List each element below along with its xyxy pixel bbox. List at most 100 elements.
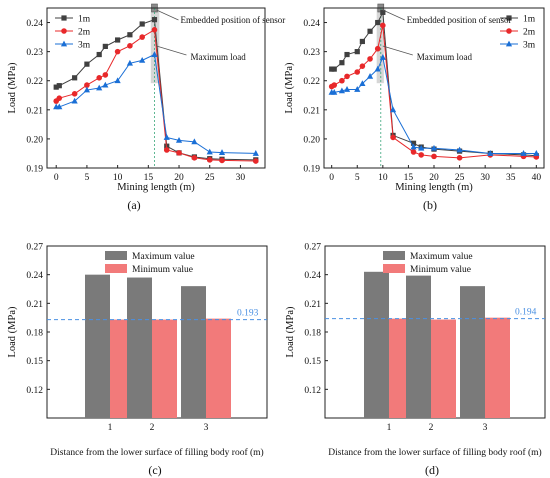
data-point: [410, 140, 417, 146]
x-axis-label: Mining length (m): [395, 182, 473, 193]
x-tick-label: 15: [404, 173, 414, 183]
data-point: [339, 77, 345, 84]
data-point: [389, 106, 397, 113]
bar-Maximum value: [181, 286, 206, 418]
legend-swatch: [383, 264, 405, 273]
data-point: [410, 149, 417, 155]
data-point: [354, 86, 361, 92]
data-point: [252, 158, 259, 164]
data-point: [176, 150, 182, 156]
data-point: [219, 157, 225, 164]
x-tick-label: 0: [329, 173, 334, 183]
plot-frame: [46, 7, 266, 169]
y-tick-label: 0.15: [26, 357, 43, 367]
y-tick-label: 0.21: [304, 300, 321, 310]
data-point: [331, 82, 338, 88]
y-axis-label: Load (MPa): [285, 306, 296, 358]
x-tick-label: 2: [429, 423, 434, 433]
x-tick-label: 5: [355, 173, 360, 183]
data-point: [487, 150, 494, 156]
data-point: [344, 73, 350, 80]
data-point: [151, 51, 158, 57]
y-tick-label: 0.23: [26, 48, 43, 58]
bar-Maximum value: [127, 277, 152, 418]
x-tick-label: 15: [144, 173, 154, 183]
series-line-3m: [331, 55, 537, 154]
y-axis-label: Load (MPa): [7, 306, 18, 358]
legend-label: 1m: [78, 15, 91, 25]
data-point: [375, 19, 381, 26]
x-tick-label: 25: [205, 173, 215, 183]
y-tick-label: 0.24: [304, 271, 321, 281]
x-tick-label: 20: [174, 173, 184, 183]
data-point: [339, 60, 345, 66]
y-tick-label: 0.12: [304, 386, 321, 396]
data-point: [83, 86, 91, 93]
legend-label: 2m: [78, 28, 91, 38]
series-line-3m: [56, 53, 256, 154]
data-point: [331, 66, 337, 72]
legend-marker: [506, 15, 512, 21]
data-point: [126, 59, 134, 66]
data-point: [102, 43, 108, 49]
data-point: [139, 21, 145, 27]
legend-marker: [506, 28, 512, 34]
data-point: [206, 148, 213, 155]
data-point: [115, 37, 121, 43]
panel-label: (b): [423, 198, 437, 212]
legend-swatch: [105, 264, 127, 273]
data-point: [56, 103, 63, 110]
data-point: [379, 54, 386, 60]
data-point: [127, 43, 133, 49]
x-tick-label: 1: [387, 423, 392, 433]
bar-Minimum value: [485, 317, 510, 418]
data-point: [53, 84, 59, 90]
data-point: [252, 150, 259, 156]
data-point: [72, 75, 78, 81]
data-point: [96, 51, 102, 58]
legend-swatch: [105, 251, 127, 260]
bar-Maximum value: [406, 275, 431, 418]
x-tick-label: 2: [150, 423, 155, 433]
x-tick-label: 3: [204, 423, 209, 433]
data-point: [354, 49, 360, 55]
data-point: [343, 86, 351, 92]
panel-d: 0.12 0.15 0.18 0.21 0.24 0.27 1 2 3 0.194 Distance…: [285, 243, 546, 477]
y-tick-label: 0.23: [303, 48, 320, 58]
reference-value-label: 0.193: [237, 309, 259, 319]
y-tick-label: 0.12: [26, 386, 43, 396]
data-point: [431, 153, 437, 160]
data-point: [380, 9, 386, 15]
data-point: [151, 17, 158, 23]
sensor-arrow: [156, 9, 179, 21]
data-point: [84, 61, 90, 67]
data-point: [344, 51, 350, 58]
reference-value-label: 0.194: [515, 308, 537, 318]
panel-label: (a): [127, 198, 140, 212]
series-line-2m: [55, 28, 256, 162]
data-point: [331, 88, 338, 95]
data-point: [533, 150, 540, 156]
data-point: [456, 146, 463, 153]
sensor-arrow: [382, 9, 405, 21]
legend-label: 1m: [523, 15, 536, 25]
legend-label: 2m: [523, 28, 536, 38]
y-tick-label: 0.21: [26, 106, 43, 116]
legend-label: 3m: [523, 41, 536, 51]
y-tick-label: 0.24: [26, 19, 43, 29]
bar-Minimum value: [152, 319, 177, 418]
x-axis-label: Distance from the lower surface of filli…: [328, 447, 541, 458]
data-point: [374, 45, 381, 52]
panel-c: 0.12 0.15 0.18 0.21 0.24 0.27 1 2 3 0.193 Distance…: [7, 243, 268, 477]
legend-label: Minimum value: [132, 265, 193, 275]
legend-marker: [61, 15, 67, 21]
bar-Maximum value: [460, 286, 485, 418]
legend-marker: [61, 28, 67, 34]
legend-marker: [505, 40, 513, 47]
data-point: [367, 56, 373, 62]
series-line-1m: [55, 18, 256, 161]
y-tick-label: 0.15: [304, 357, 321, 367]
data-point: [390, 134, 396, 141]
data-point: [218, 149, 226, 155]
